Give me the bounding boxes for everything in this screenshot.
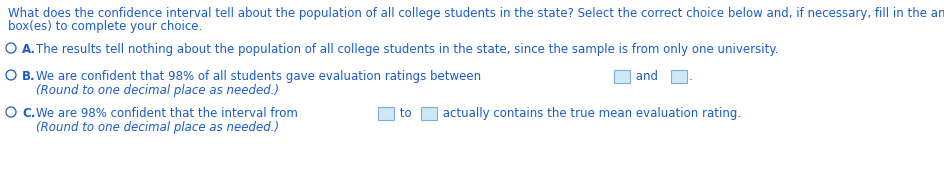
Text: The results tell nothing about the population of all college students in the sta: The results tell nothing about the popul… bbox=[36, 43, 778, 56]
FancyBboxPatch shape bbox=[420, 107, 436, 119]
Text: (Round to one decimal place as needed.): (Round to one decimal place as needed.) bbox=[36, 121, 278, 134]
Text: actually contains the true mean evaluation rating.: actually contains the true mean evaluati… bbox=[438, 107, 740, 120]
Text: .: . bbox=[688, 70, 692, 83]
Text: C.: C. bbox=[22, 107, 35, 120]
FancyBboxPatch shape bbox=[378, 107, 394, 119]
FancyBboxPatch shape bbox=[670, 70, 686, 82]
Text: to: to bbox=[396, 107, 414, 120]
Text: We are confident that 98% of all students gave evaluation ratings between: We are confident that 98% of all student… bbox=[36, 70, 480, 83]
Text: and: and bbox=[632, 70, 662, 83]
Text: (Round to one decimal place as needed.): (Round to one decimal place as needed.) bbox=[36, 84, 278, 97]
Text: B.: B. bbox=[22, 70, 36, 83]
Text: A.: A. bbox=[22, 43, 36, 56]
Text: box(es) to complete your choice.: box(es) to complete your choice. bbox=[8, 20, 202, 33]
Text: What does the confidence interval tell about the population of all college stude: What does the confidence interval tell a… bbox=[8, 7, 944, 20]
FancyBboxPatch shape bbox=[614, 70, 630, 82]
Text: We are 98% confident that the interval from: We are 98% confident that the interval f… bbox=[36, 107, 297, 120]
